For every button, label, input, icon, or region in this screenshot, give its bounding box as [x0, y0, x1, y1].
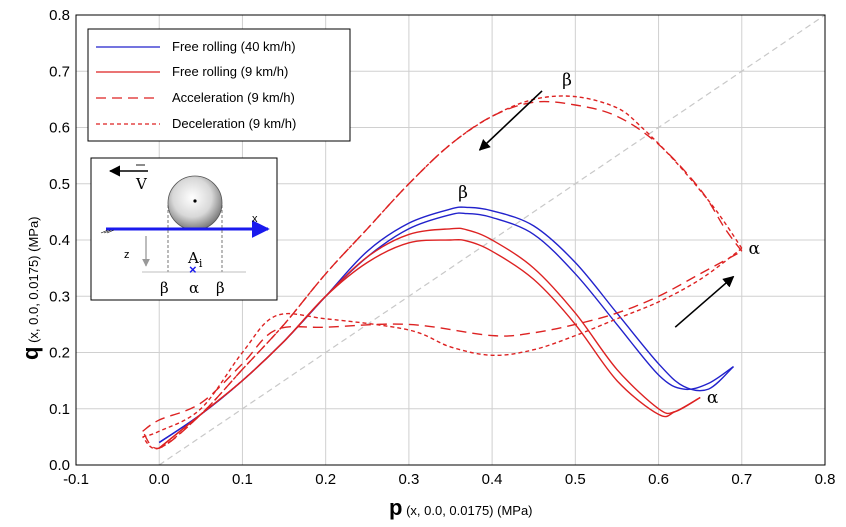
y-tick-label: 0.7 [49, 63, 70, 80]
x-tick-label: 0.6 [648, 471, 669, 488]
legend-label-free-rolling-40: Free rolling (40 km/h) [172, 39, 296, 54]
legend-box [87, 28, 351, 142]
point-label: Ai [187, 249, 203, 270]
direction-arrows [478, 90, 735, 328]
series-line-2-0 [142, 250, 743, 432]
inset-label-alpha: α [189, 279, 199, 297]
inset-label-right-beta: β [216, 279, 225, 297]
x-axis-title: p (x, 0.0, 0.0175) (MPa) [389, 495, 533, 520]
tick-labels: -0.1 0.0 0.1 0.2 0.3 0.4 0.5 0.6 0.7 0.80.00.10.2… [49, 7, 835, 488]
y-tick-label: 0.6 [49, 120, 70, 137]
x-tick-label: 0.0 [149, 471, 170, 488]
x-tick-label: 0.8 [815, 471, 836, 488]
curve-annotation: α [749, 239, 761, 259]
inset-z-label: z [124, 249, 130, 261]
ground-hatch [100, 229, 109, 234]
legend-label-deceleration: Deceleration (9 km/h) [172, 116, 296, 131]
series-line-1-1 [158, 227, 701, 449]
curve-annotations: β β α α [458, 70, 760, 408]
y-tick-label: 0.5 [49, 176, 70, 193]
x-tick-label: -0.1 [63, 471, 89, 488]
wheel-icon [167, 175, 223, 231]
y-tick-label: 0.4 [49, 232, 70, 249]
x-tick-label: 0.3 [398, 471, 419, 488]
x-tick-label: 0.7 [731, 471, 752, 488]
velocity-label: V [135, 175, 148, 193]
curve-annotation: α [707, 388, 719, 408]
series-line-3-0 [142, 247, 743, 438]
legend-label-acceleration: Acceleration (9 km/h) [172, 90, 295, 105]
point-marker-icon: × [189, 262, 197, 277]
inset-x-label: x [252, 213, 258, 225]
x-tick-label: 0.1 [232, 471, 253, 488]
x-tick-label: 0.4 [482, 471, 503, 488]
y-tick-label: 0.8 [49, 7, 70, 24]
curve-annotation: β [458, 183, 468, 203]
plot-area-frame [75, 14, 826, 466]
x-tick-label: 0.2 [315, 471, 336, 488]
legend: Free rolling (40 km/h) Free rolling (9 k… [87, 28, 351, 142]
inset-label-left-beta: β [160, 279, 169, 297]
y-tick-label: 0.0 [49, 457, 70, 474]
x-tick-label: 0.5 [565, 471, 586, 488]
inset-diagram: V x z Ai × β α β [90, 157, 278, 301]
wheel-center-dot [193, 199, 197, 203]
y-axis-title: q (x, 0.0, 0.0175) (MPa) [18, 216, 43, 360]
series-line-3-1 [142, 95, 743, 450]
y-tick-label: 0.2 [49, 345, 70, 362]
series-group [142, 95, 743, 450]
legend-label-free-rolling-9: Free rolling (9 km/h) [172, 64, 288, 79]
curve-annotation: β [562, 70, 572, 90]
direction-arrow-icon [674, 275, 735, 328]
ground-hatch [103, 229, 112, 234]
direction-arrow-icon [478, 90, 543, 151]
ground-hatch [106, 229, 115, 234]
y-tick-label: 0.1 [49, 401, 70, 418]
y-tick-label: 0.3 [49, 288, 70, 305]
